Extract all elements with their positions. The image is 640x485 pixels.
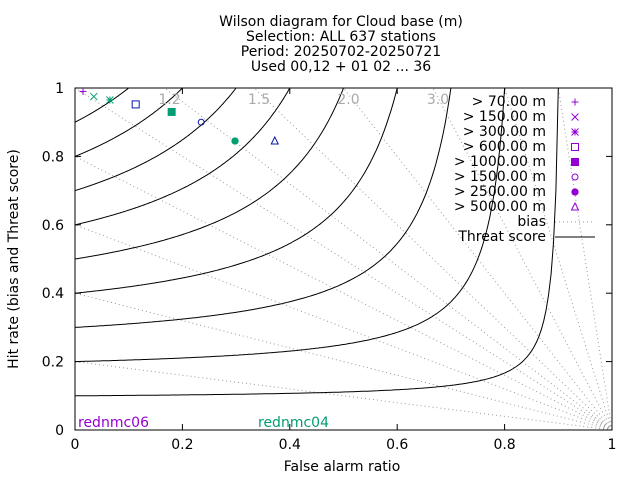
chart-title-line-2: Selection: ALL 637 stations: [246, 29, 436, 45]
threat-score-curve: [75, 88, 183, 157]
bias-label: 2.0: [337, 92, 359, 108]
legend-label: > 1500.00 m: [454, 169, 546, 185]
data-point: [197, 118, 205, 126]
annotation-rednmc06: rednmc06: [78, 415, 149, 431]
legend-marker: [571, 158, 579, 166]
data-point: [270, 135, 280, 145]
legend-label: > 2500.00 m: [454, 184, 546, 200]
threat-score-curves: [75, 88, 559, 397]
legend-label: > 5000.00 m: [454, 199, 546, 215]
x-tick-label: 0.4: [279, 437, 301, 453]
bias-label: 1.2: [158, 92, 180, 108]
y-axis-label: Hit rate (bias and Threat score): [6, 149, 22, 369]
annotation-rednmc04: rednmc04: [258, 415, 329, 431]
legend-label: Threat score: [457, 229, 546, 245]
bias-line: [75, 292, 612, 430]
threat-score-curve: [75, 88, 559, 397]
data-points: [79, 87, 280, 145]
y-tick-label: 0.4: [42, 286, 64, 302]
bias-line: [75, 224, 612, 430]
threat-score-curve: [75, 88, 398, 294]
bias-line: [343, 88, 612, 430]
chart-title-line-1: Wilson diagram for Cloud base (m): [219, 14, 463, 30]
bias-line-labels: 1.2 1.5 2.0 3.0: [158, 92, 449, 108]
legend-label: > 300.00 m: [463, 124, 546, 140]
legend-marker: [571, 143, 579, 151]
threat-score-curve: [75, 88, 344, 260]
x-tick-label: 0.2: [171, 437, 193, 453]
legend-marker: [571, 173, 579, 181]
legend-label: > 1000.00 m: [454, 154, 546, 170]
y-tick-label: 0.6: [42, 218, 64, 234]
chart-title-line-3: Period: 20250702-20250721: [241, 44, 441, 60]
x-axis-ticks: 0 0.2 0.4 0.6 0.8 1: [71, 88, 617, 453]
y-tick-label: 1: [55, 81, 64, 97]
y-axis-ticks: 0 0.2 0.4 0.6 0.8 1: [42, 81, 612, 439]
bias-label: 1.5: [248, 92, 270, 108]
threat-score-curve: [75, 88, 452, 328]
data-point: [131, 100, 140, 109]
bias-line: [253, 88, 612, 430]
legend-label: > 70.00 m: [472, 94, 546, 110]
y-tick-label: 0: [55, 423, 64, 439]
y-tick-label: 0.8: [42, 149, 64, 165]
data-point: [79, 87, 87, 95]
data-point: [89, 92, 98, 101]
threat-score-curve: [75, 88, 291, 226]
legend-marker: [570, 201, 580, 211]
threat-score-curve: [75, 88, 237, 192]
bias-line: [75, 361, 612, 430]
legend-marker: [571, 98, 579, 106]
x-tick-label: 0: [71, 437, 80, 453]
legend-marker: [571, 113, 579, 121]
x-tick-label: 1: [608, 437, 617, 453]
data-point: [167, 107, 176, 116]
data-point: [106, 96, 114, 104]
legend: > 70.00 m> 150.00 m> 300.00 m> 600.00 m>…: [454, 94, 595, 245]
legend-marker: [571, 188, 579, 196]
threat-score-curve: [75, 88, 129, 123]
chart-title-line-4: Used 00,12 + 01 02 ... 36: [251, 59, 431, 75]
x-axis-label: False alarm ratio: [284, 459, 401, 475]
bias-line: [432, 88, 612, 430]
legend-label: > 600.00 m: [463, 139, 546, 155]
legend-label: > 150.00 m: [463, 109, 546, 125]
bias-line: [75, 155, 612, 430]
x-tick-label: 0.6: [386, 437, 408, 453]
legend-marker: [571, 128, 579, 136]
legend-label: bias: [517, 214, 546, 230]
y-tick-label: 0.2: [42, 355, 64, 371]
threat-score-curve: [75, 88, 506, 363]
plot-frame: [74, 87, 613, 431]
data-point: [231, 137, 239, 145]
chart-title: Wilson diagram for Cloud base (m) Select…: [219, 14, 463, 75]
bias-label: 3.0: [427, 92, 449, 108]
x-tick-label: 0.8: [493, 437, 515, 453]
bias-line: [557, 88, 612, 430]
